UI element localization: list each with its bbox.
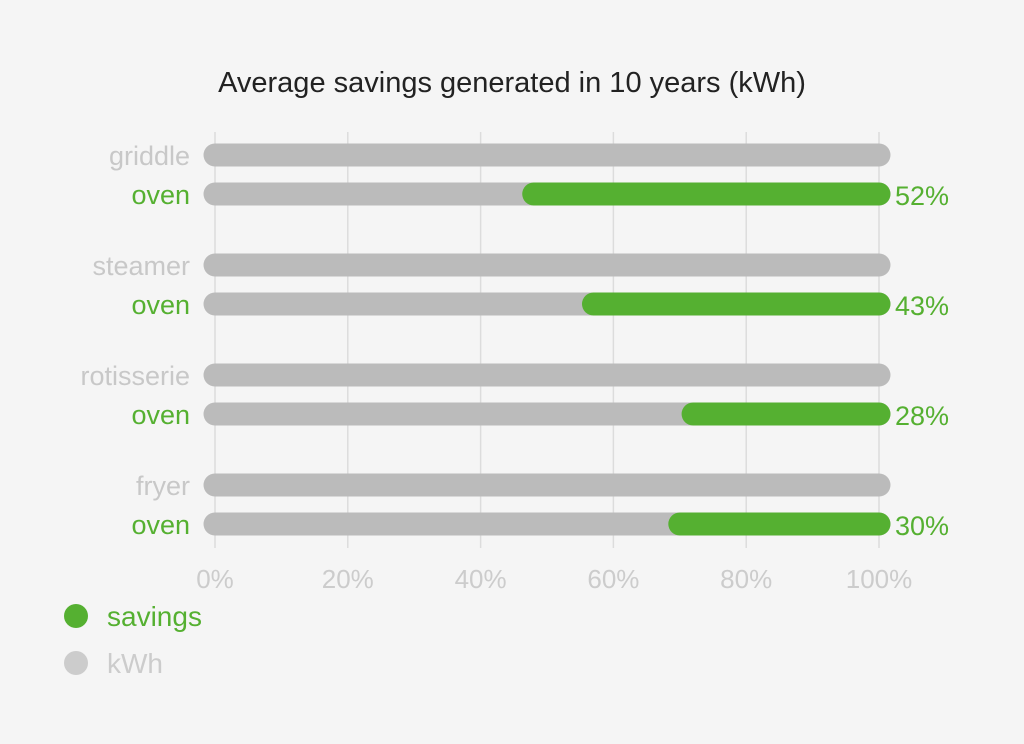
bars [203, 143, 891, 536]
comparison-label-fryer: oven [131, 510, 190, 540]
x-tick-label: 0% [196, 564, 234, 594]
category-labels: griddle oven steamer oven rotisserie oven frye… [80, 141, 190, 540]
value-labels: 52% 43% 28% 30% [895, 181, 949, 541]
savings-bar-griddle [522, 182, 891, 206]
x-tick-label: 60% [587, 564, 639, 594]
savings-bar-steamer [581, 292, 891, 316]
x-tick-labels: 0% 20% 40% 60% 80% 100% [196, 564, 912, 594]
savings-value-label-rotisserie: 28% [895, 401, 949, 431]
x-tick-label: 100% [846, 564, 913, 594]
comparison-label-rotisserie: oven [131, 400, 190, 430]
category-label-griddle: griddle [109, 141, 190, 171]
x-tick-label: 20% [322, 564, 374, 594]
legend-label-kwh: kWh [107, 648, 163, 679]
savings-bar-fryer [668, 512, 891, 536]
kwh-bar-rotisserie [203, 363, 891, 387]
comparison-label-griddle: oven [131, 180, 190, 210]
savings-bar-rotisserie [681, 402, 891, 426]
legend: savings kWh [64, 601, 202, 679]
kwh-bar-griddle [203, 143, 891, 167]
chart-title: Average savings generated in 10 years (k… [218, 67, 806, 99]
category-label-rotisserie: rotisserie [80, 361, 190, 391]
category-label-fryer: fryer [136, 471, 190, 501]
comparison-label-steamer: oven [131, 290, 190, 320]
x-tick-label: 80% [720, 564, 772, 594]
legend-swatch-savings [64, 604, 88, 628]
savings-value-label-fryer: 30% [895, 511, 949, 541]
category-label-steamer: steamer [92, 251, 190, 281]
savings-value-label-steamer: 43% [895, 291, 949, 321]
kwh-bar-fryer [203, 473, 891, 497]
legend-label-savings: savings [107, 601, 202, 632]
savings-value-label-griddle: 52% [895, 181, 949, 211]
x-tick-label: 40% [455, 564, 507, 594]
kwh-bar-steamer [203, 253, 891, 277]
legend-swatch-kwh [64, 651, 88, 675]
